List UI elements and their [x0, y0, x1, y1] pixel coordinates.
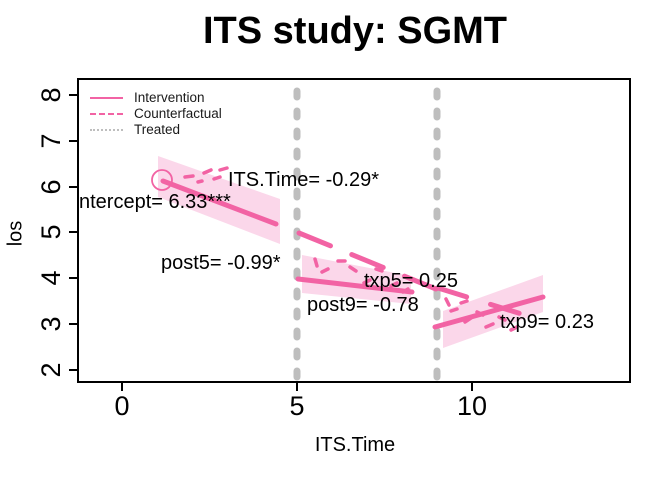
- y-tick-mark-5: [69, 231, 77, 233]
- intervention-line-segment1: [160, 178, 279, 227]
- y-axis-title: los: [4, 220, 27, 247]
- legend-item-treated: Treated: [90, 122, 222, 137]
- y-tick-label-8: 8: [35, 87, 66, 103]
- legend-label: Intervention: [134, 90, 205, 105]
- counterfactual-line-2: [435, 285, 531, 319]
- y-tick-label-3: 3: [35, 316, 66, 332]
- solid-line-swatch-icon: [90, 97, 123, 99]
- x-tick-mark-10: [471, 383, 473, 391]
- y-tick-mark-8: [69, 94, 77, 96]
- ci-band-segment2: [302, 255, 411, 304]
- annotation-intercept: ntercept= 6.33***: [79, 191, 231, 213]
- intervention-line-segment3: [432, 294, 546, 330]
- plot-area-frame: [77, 78, 631, 383]
- y-tick-mark-2: [69, 369, 77, 371]
- x-tick-mark-5: [296, 383, 298, 391]
- y-tick-label-4: 4: [35, 270, 66, 286]
- chart-title: ITS study: SGMT: [203, 10, 507, 52]
- y-tick-label-2: 2: [35, 362, 66, 378]
- legend-item-intervention: Intervention: [90, 90, 222, 105]
- legend: Intervention Counterfactual Treated: [90, 90, 222, 137]
- y-tick-mark-4: [69, 277, 77, 279]
- legend-item-counterfactual: Counterfactual: [90, 106, 222, 121]
- annotation-txp9: txp9= 0.23: [500, 311, 594, 333]
- treated-dashes-segment1: [183, 166, 229, 184]
- x-axis-title: ITS.Time: [314, 434, 396, 456]
- treated-dashes-segment3: [444, 297, 519, 332]
- x-tick-label-10: 10: [456, 391, 488, 421]
- y-tick-mark-3: [69, 323, 77, 325]
- intervention-line-segment2: [295, 276, 415, 295]
- treated-dashes-segment2: [313, 257, 410, 294]
- x-tick-label-0: 0: [114, 391, 130, 421]
- legend-label: Counterfactual: [134, 106, 222, 121]
- annotation-post5: post5= -0.99*: [161, 252, 281, 274]
- annotation-post9: post9= -0.78: [307, 294, 419, 316]
- x-tick-label-5: 5: [289, 391, 305, 421]
- dashed-line-swatch-icon: [90, 113, 123, 115]
- dotted-line-swatch-icon: [90, 129, 123, 131]
- first-point-marker: [151, 169, 173, 191]
- x-tick-mark-0: [121, 383, 123, 391]
- y-tick-label-6: 6: [35, 179, 66, 195]
- counterfactual-line-1: [296, 230, 439, 292]
- y-tick-label-5: 5: [35, 224, 66, 240]
- annotation-its-time: ITS.Time= -0.29*: [228, 169, 379, 191]
- y-tick-mark-7: [69, 140, 77, 142]
- plot-canvas: [151, 87, 546, 382]
- annotation-txp5: txp5= 0.25: [364, 270, 458, 292]
- legend-label: Treated: [134, 122, 181, 137]
- y-tick-label-7: 7: [35, 133, 66, 149]
- y-tick-mark-6: [69, 186, 77, 188]
